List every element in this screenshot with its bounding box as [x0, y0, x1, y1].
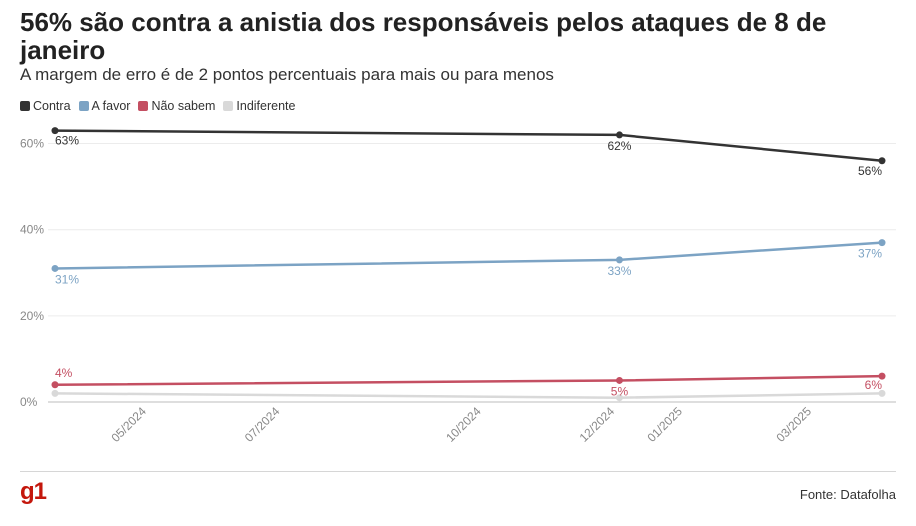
legend-label-indiferente: Indiferente	[236, 99, 295, 113]
series-line-nao-sabem	[55, 376, 882, 385]
data-label-a-favor: 37%	[858, 247, 882, 261]
source-note: Fonte: Datafolha	[800, 487, 896, 502]
data-point-nao-sabem	[616, 377, 623, 384]
legend-swatch-nao-sabem	[138, 101, 148, 111]
data-label-a-favor: 33%	[607, 264, 631, 278]
chart-subtitle: A margem de erro é de 2 pontos percentua…	[20, 65, 554, 85]
data-label-contra: 63%	[55, 134, 79, 148]
x-tick-label: 12/2024	[577, 404, 618, 445]
x-tick-label: 01/2025	[644, 404, 685, 445]
y-tick-label: 60%	[20, 137, 44, 151]
chart-title: 56% são contra a anistia dos responsávei…	[20, 8, 900, 64]
x-tick-label: 05/2024	[108, 404, 149, 445]
data-label-contra: 62%	[607, 139, 631, 153]
data-point-a-favor	[52, 265, 59, 272]
series-line-contra	[55, 131, 882, 161]
legend-swatch-a-favor	[79, 101, 89, 111]
legend-item-indiferente: Indiferente	[223, 99, 295, 113]
legend-label-contra: Contra	[33, 99, 71, 113]
data-point-a-favor	[879, 239, 886, 246]
x-tick-label: 03/2025	[774, 404, 815, 445]
footer-divider	[20, 471, 896, 472]
legend-item-a-favor: A favor	[79, 99, 131, 113]
data-point-indiferente	[52, 390, 59, 397]
legend-label-a-favor: A favor	[92, 99, 131, 113]
data-label-nao-sabem: 5%	[611, 384, 629, 398]
data-point-a-favor	[616, 256, 623, 263]
legend-label-nao-sabem: Não sabem	[151, 99, 215, 113]
data-label-nao-sabem: 4%	[55, 366, 73, 380]
x-tick-label: 07/2024	[242, 404, 283, 445]
legend: Contra A favor Não sabem Indiferente	[20, 99, 295, 113]
g1-logo: g1	[20, 478, 46, 506]
data-point-nao-sabem	[52, 381, 59, 388]
series-line-indiferente	[55, 393, 882, 397]
y-tick-label: 20%	[20, 309, 44, 323]
y-tick-label: 40%	[20, 223, 44, 237]
legend-item-nao-sabem: Não sabem	[138, 99, 215, 113]
data-label-a-favor: 31%	[55, 272, 79, 286]
y-tick-label: 0%	[20, 395, 38, 409]
data-label-nao-sabem: 6%	[865, 378, 883, 392]
line-chart: 0% 20% 40% 60% 05/2024 07/2024 10/2024 12/2024 0…	[0, 120, 916, 465]
data-label-contra: 56%	[858, 164, 882, 178]
data-point-contra	[616, 131, 623, 138]
x-tick-label: 10/2024	[443, 404, 484, 445]
legend-item-contra: Contra	[20, 99, 71, 113]
legend-swatch-contra	[20, 101, 30, 111]
legend-swatch-indiferente	[223, 101, 233, 111]
series-line-a-favor	[55, 243, 882, 269]
